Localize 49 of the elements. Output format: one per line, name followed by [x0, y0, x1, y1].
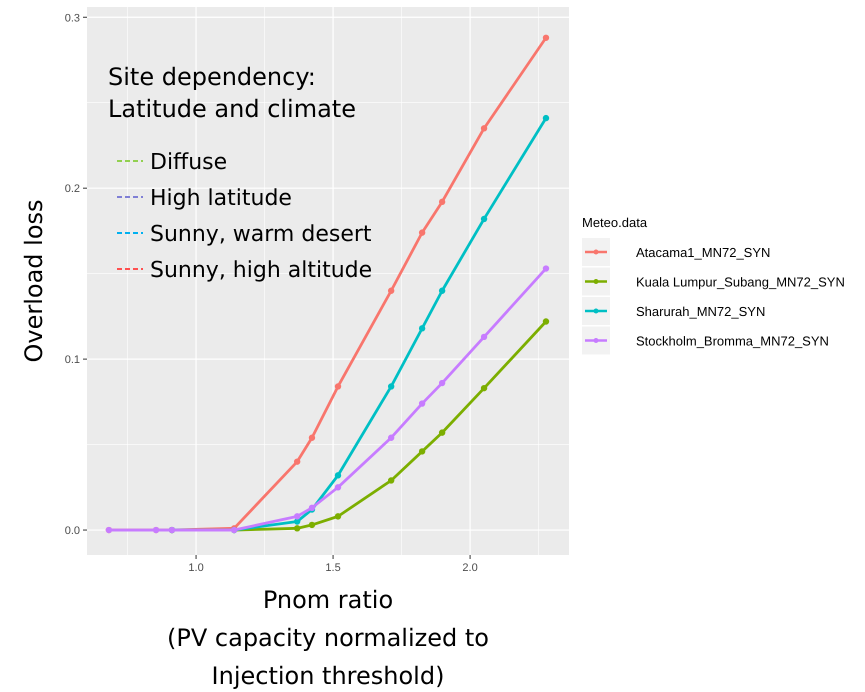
point — [388, 383, 394, 390]
point — [438, 429, 446, 436]
point — [418, 448, 426, 455]
point — [334, 383, 342, 390]
legend-label: Kuala Lumpur_Subang_MN72_SYN — [636, 274, 845, 290]
y-tick-label: 0.2 — [64, 183, 80, 196]
annotation: Site dependency: Latitude and climate — [108, 63, 356, 123]
y-axis-title: Overload loss — [20, 199, 48, 363]
x-tick-label: 1.5 — [325, 562, 341, 574]
point — [334, 472, 342, 479]
x-axis-title: Pnom ratio (PV capacity normalized to Injection threshold) — [167, 586, 489, 690]
point — [418, 229, 426, 236]
point — [480, 125, 488, 132]
point — [542, 265, 550, 272]
point — [388, 288, 394, 294]
annotation: Sunny, high altitude — [150, 258, 372, 283]
point — [388, 477, 394, 484]
legend-label: Atacama1_MN72_SYN — [636, 245, 770, 260]
point — [438, 198, 446, 206]
y-tick-label: 0.1 — [64, 354, 80, 366]
point — [294, 525, 300, 532]
point — [480, 334, 488, 340]
annotation: Diffuse — [150, 150, 228, 175]
legend-title: Meteo.data — [582, 215, 648, 230]
legend-label: Stockholm_Bromma_MN72_SYN — [636, 334, 829, 348]
point — [542, 114, 550, 122]
point — [418, 325, 426, 332]
point — [542, 34, 550, 41]
y-tick-label: 0.0 — [64, 525, 80, 538]
x-tick-label: 1.0 — [188, 562, 204, 574]
annotation: High latitude — [150, 186, 292, 211]
annotation: Sunny, warm desert — [150, 222, 372, 247]
point — [294, 513, 300, 520]
point — [334, 513, 342, 520]
point — [294, 518, 300, 525]
point — [294, 458, 300, 465]
point — [388, 434, 394, 441]
point — [418, 400, 426, 407]
x-tick-label: 2.0 — [462, 562, 478, 574]
point — [480, 216, 488, 222]
point — [480, 384, 488, 392]
point — [308, 434, 316, 441]
point — [438, 288, 446, 294]
point — [542, 318, 550, 325]
legend-label: Sharurah_MN72_SYN — [636, 304, 766, 319]
point — [308, 522, 316, 528]
y-tick-label: 0.3 — [64, 12, 80, 24]
point — [334, 484, 342, 491]
point — [438, 380, 446, 386]
